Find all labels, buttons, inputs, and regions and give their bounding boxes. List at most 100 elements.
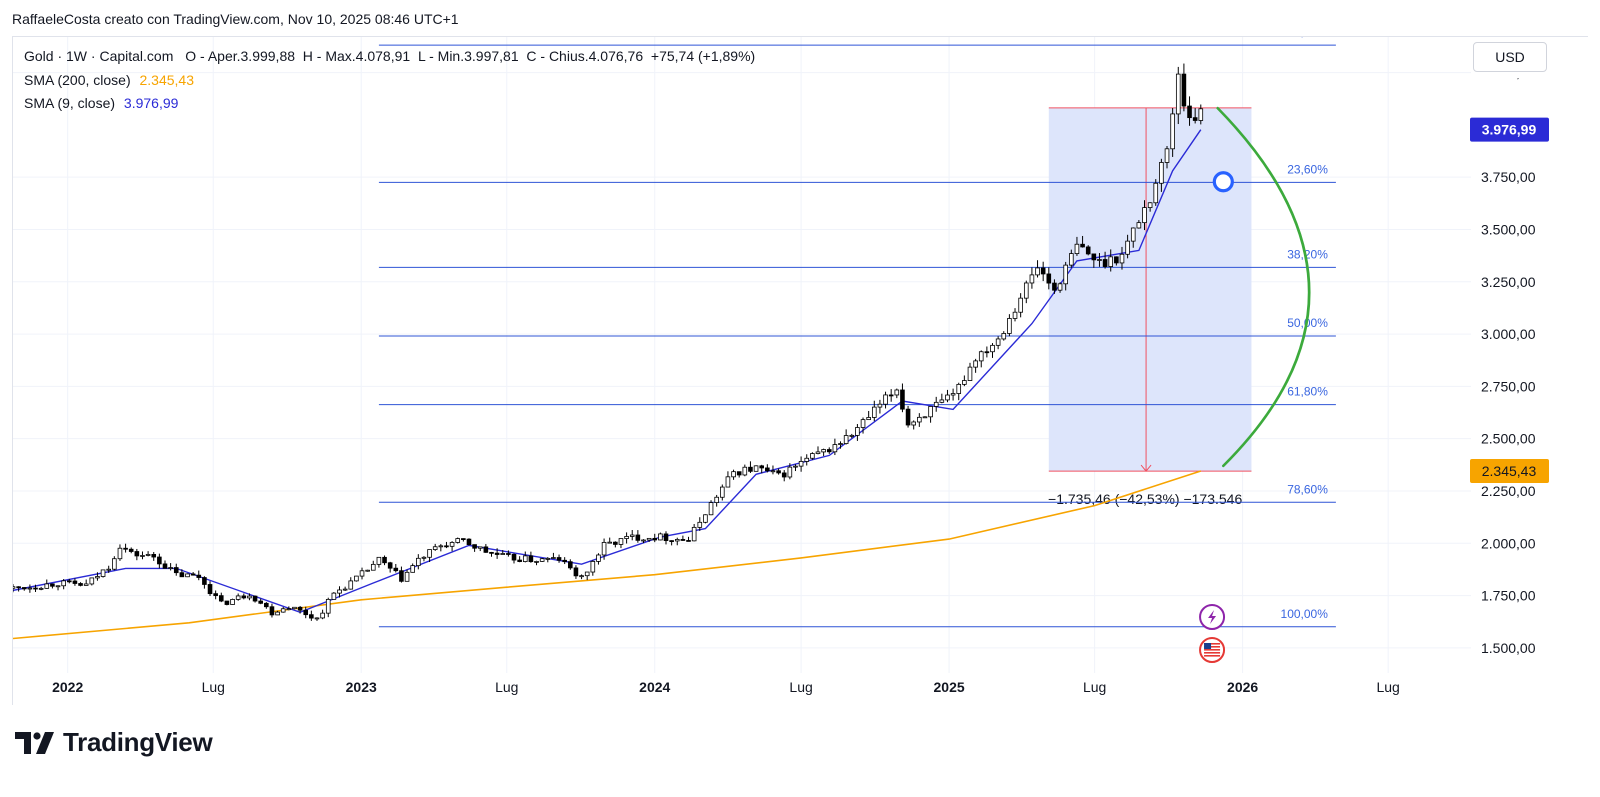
candle-body (714, 496, 719, 503)
tradingview-logo[interactable]: TradingView (15, 727, 213, 758)
candle-body (95, 576, 100, 579)
sma9-line (13, 129, 1202, 614)
candle-body (455, 538, 461, 543)
target-ring (1212, 171, 1234, 193)
candle-body (545, 557, 551, 560)
candle-body (337, 589, 342, 594)
candle-body (444, 545, 449, 548)
candle-body (539, 558, 545, 562)
candle-body (534, 560, 539, 563)
drawings[interactable] (1212, 106, 1311, 468)
candle-body (354, 575, 359, 582)
sma200-line (13, 470, 1202, 640)
event-markers[interactable] (1199, 604, 1226, 663)
legend-sma200-value: 2.345,43 (139, 72, 195, 88)
candle-body (78, 583, 83, 586)
legend-main[interactable]: Gold · 1W · Capital.com O - Aper.3.999,8… (24, 48, 755, 64)
candle-body (703, 514, 708, 523)
candle-body (477, 546, 483, 549)
candle-body (410, 565, 415, 573)
candle-body (1170, 113, 1175, 150)
candle-body (613, 541, 618, 545)
candle-body (680, 539, 686, 541)
candle-body (1052, 282, 1057, 291)
candle-body (399, 570, 404, 582)
legend-sma9-value: 3.976,99 (123, 95, 179, 111)
legend-ohlc: O - Aper.3.999,88 H - Max.4.078,91 L - M… (185, 48, 756, 64)
candle-body (27, 587, 33, 590)
candle-body (1063, 264, 1068, 285)
legend-sma200[interactable]: SMA (200, close) 2.345,43 (24, 72, 194, 88)
candle-body (663, 533, 669, 542)
candle-body (1085, 246, 1091, 255)
candle-body (151, 554, 157, 558)
x-tick-label: 2026 (1227, 679, 1258, 695)
fibonacci-retracement[interactable]: 0,00%23,60%38,20%50,00%61,80%78,60%100,0… (378, 37, 1336, 628)
candle-body (708, 502, 714, 516)
fib-level-label: 61,80% (1287, 385, 1328, 399)
candle-body (269, 606, 275, 616)
candle-body (421, 556, 427, 559)
candle-body (207, 584, 213, 595)
candle-body (286, 608, 292, 611)
candle-body (1142, 207, 1147, 224)
candle-body (241, 595, 247, 599)
candle-body (106, 568, 111, 571)
candle-body (658, 533, 663, 541)
chart-frame[interactable]: −1.735,46 (−42,53%) −173.546 0,00% 23,60%… (12, 36, 1589, 706)
candle-body (331, 592, 337, 600)
candle-body (618, 538, 624, 545)
candle-body (1108, 256, 1114, 267)
candle-body (776, 470, 781, 474)
candle-body (370, 563, 376, 571)
candle-body (719, 486, 725, 498)
candle-body (258, 600, 263, 604)
candle-body (1029, 274, 1035, 284)
candle-body (472, 544, 477, 549)
time-axis[interactable]: 2022 Lug 2023 Lug 2024 Lug 2025 Lug 2026 Lug (52, 679, 1400, 695)
candle-body (1012, 311, 1018, 319)
legend-sma9[interactable]: SMA (9, close) 3.976,99 (24, 95, 178, 111)
candle-body (956, 383, 962, 394)
candle-body (883, 394, 888, 405)
candle-body (1007, 318, 1012, 334)
candle-body (325, 598, 331, 614)
x-tick-label: Lug (1376, 679, 1399, 695)
fib-level-label: 100,00% (1281, 607, 1329, 621)
y-tick-label: 2.500,00 (1481, 431, 1536, 447)
candle-body (117, 547, 123, 560)
candle-body (1091, 253, 1097, 261)
candle-body (66, 580, 72, 583)
candle-body (641, 539, 646, 542)
candle-body (1035, 267, 1040, 276)
candle-body (646, 537, 652, 541)
currency-button[interactable]: USD (1473, 42, 1547, 72)
candle-body (218, 595, 224, 602)
price-range-tool[interactable]: −1.735,46 (−42,53%) −173.546 (1048, 107, 1252, 507)
candle-body (185, 573, 190, 578)
candle-body (55, 585, 61, 588)
candle-body (466, 538, 472, 546)
candle-body (489, 551, 494, 554)
fib-level-label: 78,60% (1287, 482, 1328, 496)
candle-body (38, 587, 44, 590)
candle-body (871, 406, 877, 418)
candle-body (810, 453, 815, 459)
candle-body (573, 567, 579, 577)
candle-body (624, 536, 629, 539)
candle-body (376, 556, 382, 565)
candle-body (33, 587, 38, 590)
candle-body (196, 574, 202, 578)
candle-body (134, 551, 140, 557)
candle-body (725, 476, 731, 488)
price-chart[interactable]: −1.735,46 (−42,53%) −173.546 0,00% 23,60%… (13, 37, 1589, 706)
price-tag-label: 3.976,99 (1482, 122, 1537, 138)
candle-body (832, 444, 838, 453)
x-tick-label: 2023 (346, 679, 377, 695)
flag-stripe (1204, 646, 1221, 648)
sma9-layer (13, 129, 1202, 614)
candle-body (849, 434, 855, 437)
candle-body (601, 542, 607, 556)
candle-body (303, 609, 309, 616)
candle-body (348, 580, 354, 590)
